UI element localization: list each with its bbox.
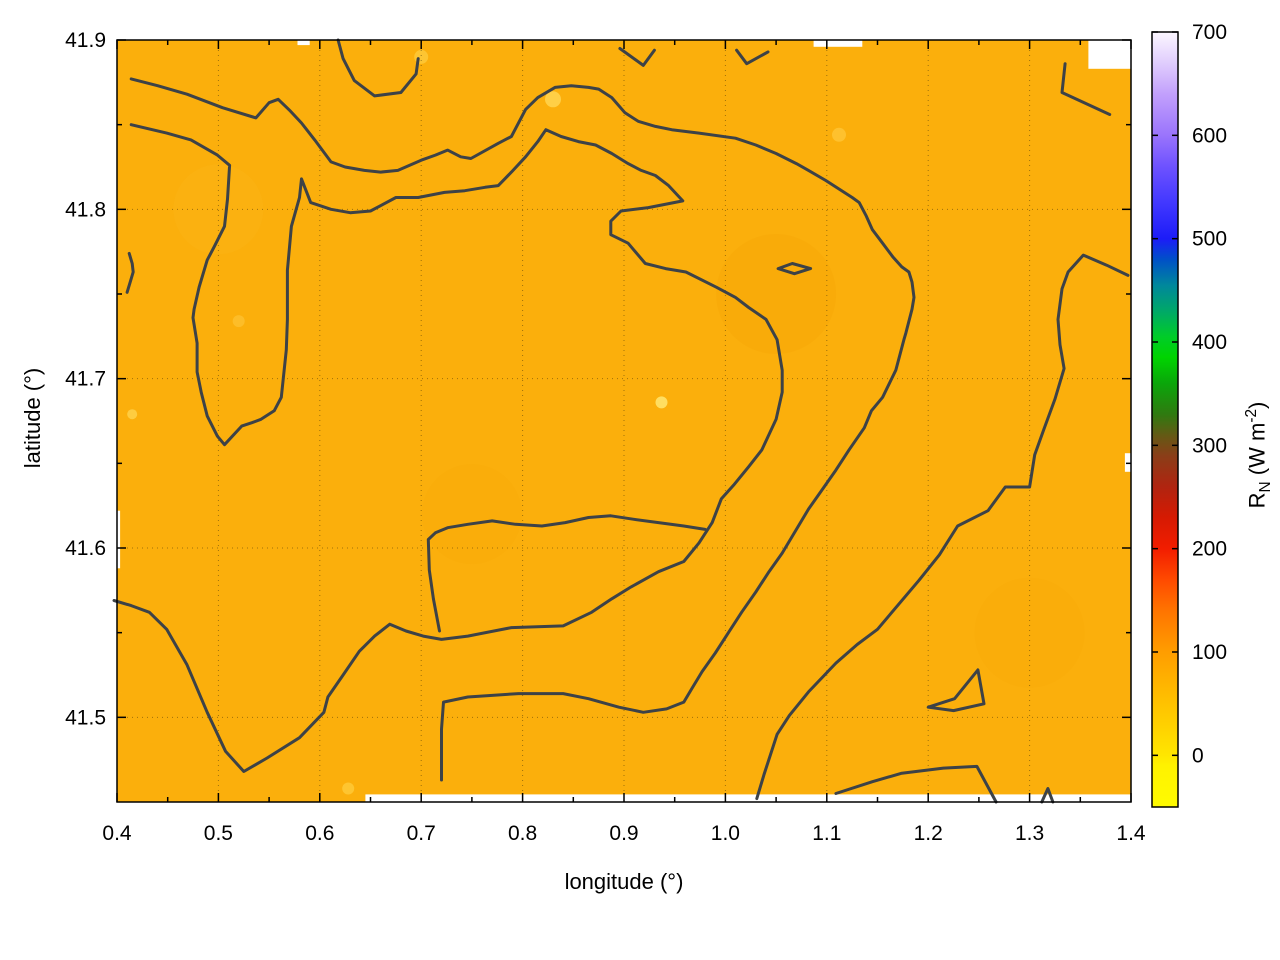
map-tint-spot [421, 464, 522, 565]
contour-north-band [129, 77, 916, 782]
map-tint-spot [974, 577, 1085, 688]
data-void [813, 40, 863, 47]
colorbar-label-end: ) [1244, 401, 1270, 409]
map-tint-spot [173, 164, 264, 255]
y-tick-label: 41.5 [65, 706, 106, 729]
x-tick-label: 1.2 [914, 822, 943, 845]
colorbar-tick-label: 700 [1192, 21, 1227, 44]
y-tick-label: 41.7 [65, 368, 106, 391]
contour-center-saddle [426, 514, 707, 633]
x-tick-label: 1.3 [1015, 822, 1044, 845]
x-tick-label: 0.8 [508, 822, 537, 845]
x-tick-label: 0.9 [609, 822, 638, 845]
x-tick-label: 1.1 [812, 822, 841, 845]
contour-small-lens [776, 262, 813, 276]
colorbar-axis-label: RN (W m-2) [1243, 402, 1275, 509]
map-tint-spot [545, 91, 561, 108]
y-axis-label: latitude (°) [20, 367, 45, 469]
x-tick-label: 0.6 [305, 822, 334, 845]
colorbar-label-base: R [1244, 492, 1270, 509]
map-tint-spot [716, 234, 837, 354]
colorbar-tick-label: 100 [1192, 641, 1227, 664]
contour-west-hairpin-loop [112, 123, 784, 773]
colorbar-frame [1151, 31, 1179, 808]
contour-east-diagonal [755, 253, 1130, 801]
data-void [1088, 40, 1131, 69]
map-tint-spot [232, 315, 245, 328]
colorbar-tick-label: 300 [1192, 434, 1227, 457]
x-axis-label: longitude (°) [564, 869, 684, 894]
colorbar-tick-label: 600 [1192, 124, 1227, 147]
contour-top-check-1 [618, 47, 656, 67]
x-tick-label: 1.0 [711, 822, 740, 845]
data-void [365, 794, 1131, 802]
x-tick-label: 0.5 [204, 822, 233, 845]
colorbar-label-sup: -2 [1243, 408, 1261, 423]
y-tick-label: 41.6 [65, 537, 106, 560]
y-tick-label: 41.8 [65, 198, 106, 221]
colorbar-tick-label: 200 [1192, 538, 1227, 561]
contour-west-edge-arc [125, 251, 135, 294]
map-tint-spot [655, 396, 668, 409]
contour-south-bump [834, 764, 998, 804]
colorbar-gradient [1152, 32, 1178, 807]
colorbar-tick-label: 500 [1192, 228, 1227, 251]
contour-top-check-2 [735, 48, 770, 66]
colorbar-tick-label: 400 [1192, 331, 1227, 354]
map-tint-spot [127, 409, 138, 420]
x-tick-label: 0.4 [102, 822, 132, 845]
y-tick-label: 41.9 [65, 29, 106, 52]
x-tick-label: 0.7 [407, 822, 436, 845]
contour-top-u-dip [336, 38, 420, 98]
map-tint-spot [342, 782, 355, 795]
contour-south-caret [1040, 787, 1055, 804]
data-void [1124, 453, 1131, 472]
x-tick-label: 1.4 [1116, 822, 1146, 845]
colorbar-tick-label: 0 [1192, 744, 1204, 767]
map-tint-spot [832, 127, 846, 142]
contour-topright-hook [1060, 62, 1112, 116]
contour-small-pennant [926, 668, 986, 713]
colorbar-label-sub: N [1256, 481, 1274, 493]
data-void [297, 40, 310, 46]
colorbar-label-mid: (W m [1244, 422, 1270, 482]
